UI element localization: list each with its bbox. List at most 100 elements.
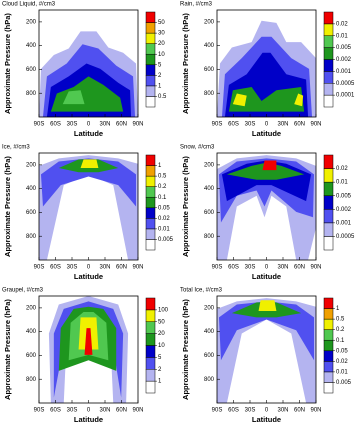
colorbar-box [323,361,334,373]
colorbar-box [145,380,156,394]
x-tick-label: 90S [34,122,45,128]
colorbar-box [145,154,156,166]
x-axis-label: Latitude [252,415,281,424]
colorbar-label: 5 [158,62,162,68]
colorbar-label: 0.001 [336,69,352,75]
contour-region [62,90,85,105]
colorbar-label: 20 [158,331,165,337]
colorbar-label: 0.02 [336,166,348,172]
colorbar-box [145,228,156,240]
x-tick-label: 30N [99,265,110,271]
colorbar-label: 50 [158,319,165,325]
y-axis-label: Approximate Pressure (hPa) [3,13,12,114]
colorbar-box [323,181,334,196]
colorbar-box [323,222,334,237]
x-tick-label: 90N [132,265,143,271]
x-tick-label: 0 [87,122,91,128]
panel-title: Ice, #/cm3 [2,145,30,151]
colorbar-label: 0.005 [158,237,174,243]
y-tick-label: 600 [204,210,215,216]
x-axis-label: Latitude [252,272,281,281]
colorbar-box [145,186,156,198]
y-tick-label: 200 [26,162,37,168]
x-tick-label: 60S [50,265,61,271]
contour-region [228,87,305,112]
colorbar-box [145,218,156,230]
x-tick-label: 60S [228,122,239,128]
colorbar-label: 0.05 [336,348,348,354]
colorbar-label: 30 [158,31,165,37]
y-axis-label: Approximate Pressure (hPa) [3,299,12,400]
colorbar-box [323,209,334,224]
y-tick-label: 600 [26,210,37,216]
x-tick-label: 90N [132,122,143,128]
colorbar-box [145,333,156,346]
x-tick-label: 60N [294,408,305,414]
colorbar-label: 0.2 [158,184,167,190]
y-tick-label: 800 [26,377,37,383]
x-tick-label: 60N [116,408,127,414]
x-tick-label: 0 [265,408,269,414]
colorbar-box [323,382,334,394]
y-tick-label: 400 [204,329,215,335]
colorbar-box [145,321,156,334]
y-tick-label: 200 [204,305,215,311]
colorbar-label: 2 [158,73,162,79]
colorbar-label: 0.5 [158,174,167,180]
colorbar-label: 0.005 [336,380,352,386]
colorbar-box [323,236,334,251]
colorbar-box [145,207,156,219]
contour-region [80,159,99,168]
colorbar-box [323,35,334,48]
colorbar-box [145,357,156,370]
x-tick-label: 30S [67,122,78,128]
y-tick-label: 400 [26,43,37,49]
contour-region [258,300,277,311]
colorbar-box [145,369,156,382]
colorbar-box [145,96,156,108]
y-tick-label: 600 [204,353,215,359]
colorbar-label: 0.0001 [336,93,355,99]
colorbar-box [145,297,156,311]
colorbar-box [323,329,334,341]
x-tick-label: 30S [245,122,256,128]
colorbar-box [323,297,334,309]
contour-region [84,328,93,355]
panel: Snow, #/cm3 90S 60S 30S 0 30N 60N 90N 200 400 600 8… [180,145,355,281]
colorbar-label: 0.0005 [336,81,355,87]
colorbar-box [145,239,156,251]
colorbar-label: 2 [158,367,162,373]
panel-title: Cloud Liquid, #/cm3 [2,2,56,8]
x-axis-label: Latitude [74,272,103,281]
colorbar-box [323,339,334,352]
colorbar-box [323,71,334,84]
colorbar-box [145,85,156,97]
x-tick-label: 90N [132,408,143,414]
x-tick-label: 60S [50,122,61,128]
colorbar-label: 0.002 [336,207,352,213]
x-tick-label: 0 [87,408,91,414]
colorbar-box [323,59,334,72]
colorbar-box [323,318,334,330]
x-tick-label: 90N [310,122,321,128]
x-tick-label: 30N [277,122,288,128]
x-axis-label: Latitude [74,129,103,138]
y-axis-label: Approximate Pressure (hPa) [181,299,190,400]
y-tick-label: 600 [26,67,37,73]
y-axis-label: Approximate Pressure (hPa) [181,156,190,257]
panel: Ice, #/cm3 90S 60S 30S 0 30N 60N 90N 200 400 600 80… [2,145,174,281]
contour-region [262,160,277,171]
y-tick-label: 200 [204,162,215,168]
x-tick-label: 30N [99,122,110,128]
colorbar-label: 0.01 [336,33,348,39]
x-tick-label: 60S [50,408,61,414]
colorbar-label: 1 [158,379,162,385]
x-axis-label: Latitude [74,415,103,424]
contour-region [232,93,247,107]
colorbar-label: 0.005 [336,193,352,199]
colorbar-box [145,175,156,187]
x-tick-label: 60N [294,122,305,128]
y-tick-label: 600 [204,67,215,73]
